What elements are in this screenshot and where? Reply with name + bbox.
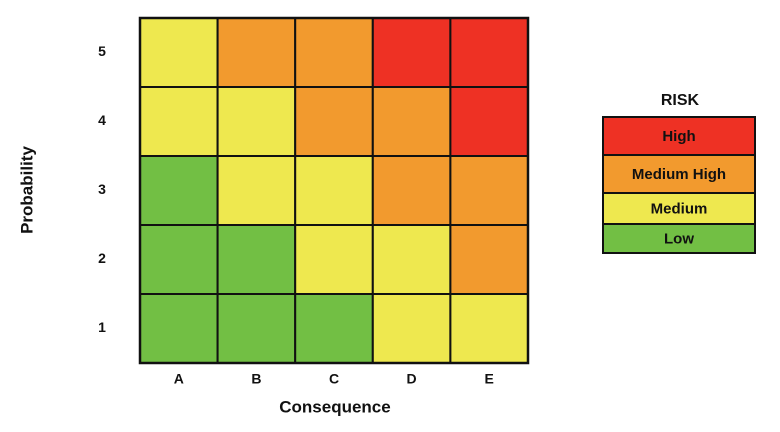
- cell: [139, 293, 219, 364]
- legend-label: Medium High: [632, 166, 726, 183]
- cell: [371, 293, 452, 364]
- legend-label: Medium: [651, 200, 708, 217]
- cell: [216, 293, 297, 364]
- cell: [294, 155, 374, 226]
- cell: [294, 17, 374, 88]
- cell: [216, 86, 297, 157]
- x-axis-label: Consequence: [279, 397, 390, 416]
- cell: [371, 224, 452, 295]
- x-tick-label: D: [407, 371, 417, 387]
- legend-label: Low: [664, 230, 694, 247]
- x-tick-label: A: [174, 371, 184, 387]
- cell: [139, 17, 219, 88]
- cell: [294, 293, 374, 364]
- y-tick-label: 3: [98, 181, 106, 197]
- cell: [449, 224, 529, 295]
- y-tick-label: 1: [98, 319, 106, 335]
- legend-swatch: [602, 223, 756, 254]
- cell: [216, 224, 297, 295]
- cell: [139, 86, 219, 157]
- cell: [449, 17, 529, 88]
- cell: [139, 155, 219, 226]
- x-tick-label: C: [329, 371, 339, 387]
- cell: [449, 293, 529, 364]
- grid-border: [138, 16, 530, 365]
- cell: [371, 17, 452, 88]
- y-tick-label: 2: [98, 250, 106, 266]
- cell: [216, 155, 297, 226]
- cell: [449, 86, 529, 157]
- cell: [139, 224, 219, 295]
- y-tick-label: 4: [98, 112, 106, 128]
- cell: [294, 224, 374, 295]
- cell: [449, 155, 529, 226]
- legend-swatch: [602, 192, 756, 225]
- legend-label: High: [662, 128, 695, 145]
- y-axis-label: Probability: [17, 146, 36, 234]
- x-tick-label: E: [485, 371, 494, 387]
- cell: [371, 155, 452, 226]
- x-tick-label: B: [251, 371, 261, 387]
- cell: [371, 86, 452, 157]
- y-tick-label: 5: [98, 43, 106, 59]
- cell: [216, 17, 297, 88]
- cell: [294, 86, 374, 157]
- legend-title: RISK: [661, 92, 700, 109]
